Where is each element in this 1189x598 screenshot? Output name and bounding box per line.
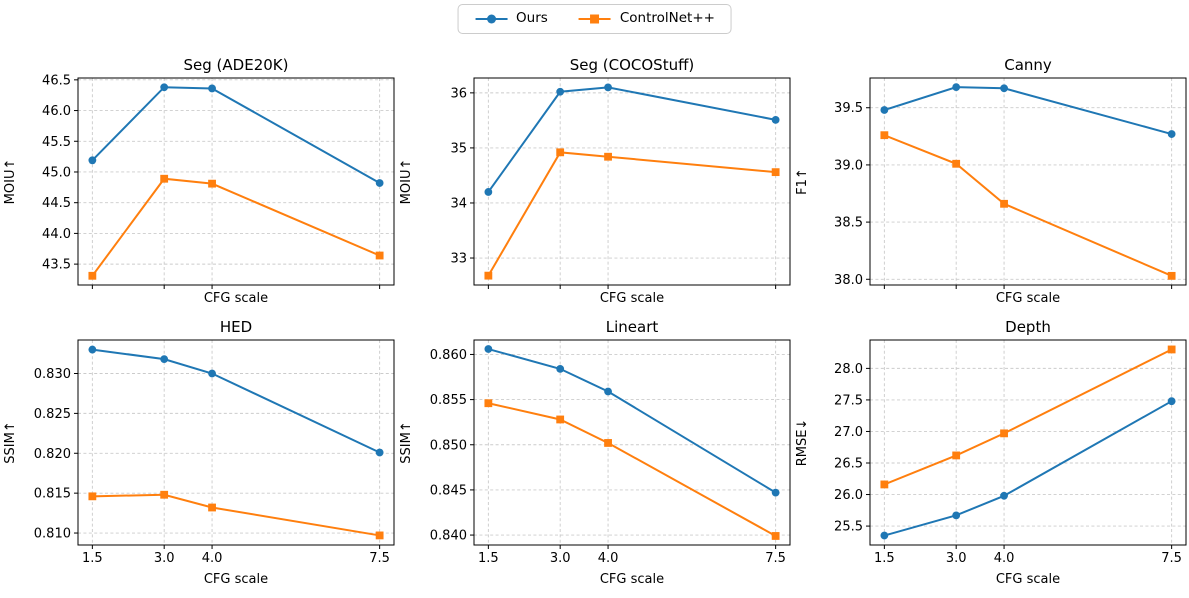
- chart-depth: 1.5 3.0 4.0 7.5 25.5 26.0 26.5 27.0 27.5 28.0 Dept…: [795, 318, 1187, 587]
- svg-text:0.825: 0.825: [34, 407, 71, 422]
- svg-text:44.0: 44.0: [42, 227, 71, 242]
- svg-text:38.0: 38.0: [834, 273, 863, 288]
- svg-text:0.840: 0.840: [430, 529, 467, 544]
- svg-text:SSIM↑: SSIM↑: [399, 421, 414, 463]
- svg-text:4.0: 4.0: [994, 551, 1015, 566]
- chart-lineart: 1.5 3.0 4.0 7.5 0.840 0.845 0.850 0.855 0.860 Lin…: [399, 318, 791, 587]
- svg-text:F1↑: F1↑: [795, 168, 810, 195]
- svg-text:1.5: 1.5: [478, 551, 499, 566]
- svg-text:46.0: 46.0: [42, 104, 71, 119]
- svg-text:7.5: 7.5: [1161, 551, 1182, 566]
- chart-seg-ade20k: 43.5 44.0 44.5 45.0 45.5 46.0 46.5 Seg (ADE20K)…: [3, 56, 395, 306]
- legend-item-controlnetpp: ControlNet++: [578, 12, 715, 26]
- svg-text:43.5: 43.5: [42, 258, 71, 273]
- svg-text:MOIU↑: MOIU↑: [399, 159, 414, 205]
- svg-text:38.5: 38.5: [834, 216, 863, 231]
- svg-text:39.5: 39.5: [834, 101, 863, 116]
- svg-text:4.0: 4.0: [202, 551, 223, 566]
- svg-text:0.860: 0.860: [430, 348, 467, 363]
- svg-text:RMSE↓: RMSE↓: [795, 419, 810, 467]
- svg-text:36: 36: [450, 86, 467, 101]
- svg-text:CFG scale: CFG scale: [600, 291, 664, 306]
- chart-seg-cocostuff: 33 34 35 36 Seg (COCOStuff) CFG scale MOIU↑: [399, 56, 791, 306]
- svg-text:45.0: 45.0: [42, 165, 71, 180]
- svg-text:CFG scale: CFG scale: [204, 572, 268, 587]
- svg-text:HED: HED: [220, 318, 252, 336]
- svg-text:0.855: 0.855: [430, 393, 467, 408]
- chart-canny: 38.0 38.5 39.0 39.5 Canny CFG scale F1↑: [795, 56, 1187, 306]
- svg-text:44.5: 44.5: [42, 196, 71, 211]
- svg-text:1.5: 1.5: [82, 551, 103, 566]
- svg-text:4.0: 4.0: [598, 551, 619, 566]
- controlnetpp-line-square-icon: [578, 14, 611, 24]
- legend: Ours ControlNet++: [457, 4, 732, 34]
- svg-text:27.5: 27.5: [834, 393, 863, 408]
- svg-text:0.810: 0.810: [34, 527, 71, 542]
- svg-text:Lineart: Lineart: [606, 318, 659, 336]
- svg-text:Seg (COCOStuff): Seg (COCOStuff): [570, 56, 695, 74]
- svg-text:0.850: 0.850: [430, 438, 467, 453]
- svg-text:3.0: 3.0: [154, 551, 175, 566]
- chart-hed: 1.5 3.0 4.0 7.5 0.810 0.815 0.820 0.825 0.830 HED…: [3, 318, 395, 587]
- svg-text:0.815: 0.815: [34, 487, 71, 502]
- svg-text:45.5: 45.5: [42, 135, 71, 150]
- legend-label-ours: Ours: [516, 10, 548, 27]
- svg-text:3.0: 3.0: [550, 551, 571, 566]
- svg-text:46.5: 46.5: [42, 73, 71, 88]
- svg-text:Seg (ADE20K): Seg (ADE20K): [184, 56, 289, 74]
- svg-text:7.5: 7.5: [369, 551, 390, 566]
- legend-label-controlnetpp: ControlNet++: [619, 10, 715, 27]
- svg-text:26.5: 26.5: [834, 457, 863, 472]
- svg-text:28.0: 28.0: [834, 362, 863, 377]
- svg-text:CFG scale: CFG scale: [996, 291, 1060, 306]
- svg-text:34: 34: [450, 196, 467, 211]
- svg-text:CFG scale: CFG scale: [204, 291, 268, 306]
- svg-text:SSIM↑: SSIM↑: [3, 421, 18, 463]
- legend-item-ours: Ours: [474, 12, 548, 26]
- svg-text:3.0: 3.0: [946, 551, 967, 566]
- svg-text:0.830: 0.830: [34, 367, 71, 382]
- svg-text:0.820: 0.820: [34, 447, 71, 462]
- svg-text:39.0: 39.0: [834, 158, 863, 173]
- svg-text:MOIU↑: MOIU↑: [3, 159, 18, 205]
- svg-text:Canny: Canny: [1004, 56, 1052, 74]
- svg-text:25.5: 25.5: [834, 520, 863, 535]
- svg-text:1.5: 1.5: [874, 551, 895, 566]
- svg-text:35: 35: [450, 141, 467, 156]
- svg-text:33: 33: [450, 252, 467, 267]
- svg-text:26.0: 26.0: [834, 488, 863, 503]
- svg-text:Depth: Depth: [1005, 318, 1051, 336]
- svg-text:7.5: 7.5: [765, 551, 786, 566]
- svg-text:0.845: 0.845: [430, 483, 467, 498]
- svg-text:CFG scale: CFG scale: [996, 572, 1060, 587]
- svg-text:CFG scale: CFG scale: [600, 572, 664, 587]
- svg-text:27.0: 27.0: [834, 425, 863, 440]
- ours-line-circle-icon: [475, 14, 508, 24]
